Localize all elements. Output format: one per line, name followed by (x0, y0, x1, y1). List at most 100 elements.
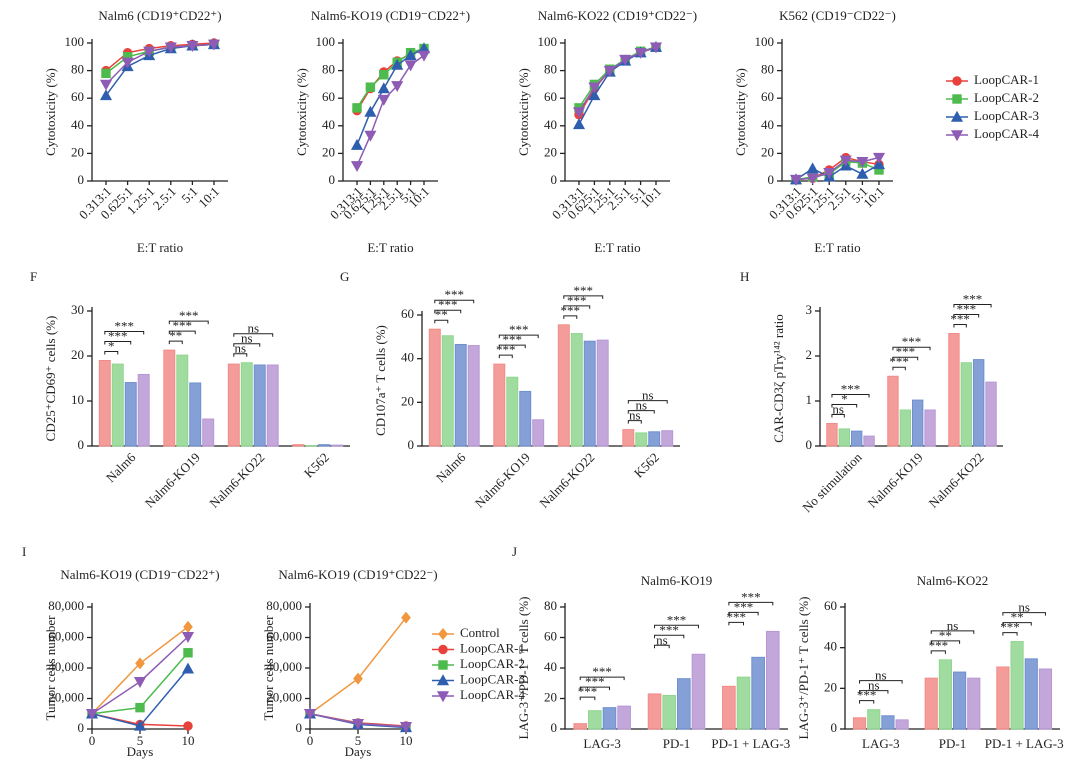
sig-bracket (1002, 622, 1032, 626)
y-axis-label: Cytotoxicity (%) (294, 68, 309, 156)
marker (417, 50, 431, 62)
x-tick-label: LAG-3 (862, 736, 900, 751)
bar (677, 678, 691, 730)
y-tick-label: 0 (408, 437, 415, 452)
bar (441, 335, 454, 447)
marker (181, 662, 195, 674)
marker (99, 89, 113, 101)
bar (635, 432, 648, 447)
bar (493, 363, 506, 447)
bar (912, 399, 924, 447)
bar (467, 345, 480, 447)
bar (519, 390, 532, 447)
x-tick-label: PD-1 (939, 736, 966, 751)
x-tick-label: Nalm6-KO22 (926, 450, 987, 511)
bar (973, 359, 985, 447)
bar (960, 362, 973, 447)
sig-bracket (859, 690, 889, 694)
y-tick-label: 20 (71, 347, 84, 362)
chart-title: Nalm6-KO19 (CD19⁻CD22⁺) (60, 567, 219, 582)
bar (938, 659, 952, 730)
legend-marker (436, 691, 450, 703)
y-tick-label: 40 (71, 117, 84, 132)
sig-label: *** (841, 381, 861, 396)
sig-bracket (930, 640, 961, 644)
y-tick-label: 40 (544, 659, 557, 674)
bar (617, 705, 631, 730)
bar (573, 723, 588, 730)
y-tick-label: 30 (71, 302, 84, 317)
series-line (309, 617, 407, 715)
marker (352, 103, 362, 113)
y-tick-label: 80 (544, 62, 557, 77)
marker (789, 174, 803, 186)
sig-bracket (728, 601, 774, 606)
legend-marker (950, 110, 964, 122)
y-tick-label: 60 (322, 89, 335, 104)
bar (163, 349, 176, 447)
marker (572, 118, 586, 130)
sig-bracket (233, 353, 248, 357)
sig-label: *** (496, 342, 516, 357)
x-tick-label: 2.5:1 (150, 184, 179, 213)
sig-bracket (563, 315, 578, 319)
marker (634, 47, 647, 59)
x-axis-label: E:T ratio (137, 240, 183, 255)
sig-bracket (1002, 612, 1046, 616)
marker (207, 39, 221, 51)
series-line (356, 54, 425, 167)
bar (189, 382, 202, 447)
bar (292, 444, 305, 447)
sig-label: *** (108, 328, 128, 343)
sig-bracket (859, 700, 875, 704)
axes (309, 603, 406, 730)
sig-bracket (859, 680, 903, 684)
y-tick-label: 10 (71, 392, 84, 407)
sig-label: *** (741, 589, 761, 604)
bar (662, 694, 677, 730)
x-tick-label: PD-1 (663, 736, 690, 751)
sig-bracket (654, 634, 685, 639)
sig-bracket (579, 696, 596, 701)
y-tick-label: 20 (761, 144, 774, 159)
y-tick-label: 80 (322, 62, 335, 77)
y-tick-label: 80 (71, 62, 84, 77)
bar (253, 364, 266, 447)
y-tick-label: 40 (322, 117, 335, 132)
legend-label: LoopCAR-2 (460, 656, 525, 671)
y-tick-label: 60,000 (48, 628, 84, 643)
x-axis-label: Days (345, 744, 372, 759)
sig-label: *** (503, 332, 523, 347)
y-tick-label: 100 (538, 34, 558, 49)
bar (1024, 658, 1038, 730)
sig-label: *** (963, 291, 983, 306)
y-tick-label: 60 (71, 89, 84, 104)
y-tick-label: 60 (761, 89, 774, 104)
y-tick-label: 40,000 (48, 659, 84, 674)
marker (365, 82, 376, 92)
panel-label: J (512, 544, 517, 559)
bar (838, 428, 851, 447)
marker (135, 657, 145, 670)
marker (135, 702, 145, 713)
y-tick-label: 0 (296, 720, 303, 735)
y-tick-label: 20 (401, 393, 414, 408)
sig-bracket (654, 624, 699, 629)
bar (851, 430, 863, 447)
marker (588, 89, 601, 101)
chart-title: Nalm6 (CD19⁺CD22⁺) (98, 8, 221, 23)
sig-bracket (168, 340, 183, 345)
sig-bracket (930, 630, 975, 634)
sig-label: *** (445, 287, 465, 302)
x-tick-label: 10 (182, 733, 195, 748)
chart-title: Nalm6-KO22 (CD19⁺CD22⁻) (538, 8, 697, 23)
y-tick-label: 60 (401, 306, 414, 321)
bar (722, 685, 736, 730)
y-axis-label: Cytotoxicity (%) (733, 68, 748, 156)
bar (124, 382, 137, 447)
sig-bracket (953, 314, 980, 318)
chart-title: Nalm6-KO19 (CD19⁻CD22⁺) (311, 8, 470, 23)
x-tick-label: 10:1 (860, 184, 887, 211)
y-axis-label: Cytotoxicity (%) (43, 68, 58, 156)
sig-bracket (831, 414, 845, 418)
